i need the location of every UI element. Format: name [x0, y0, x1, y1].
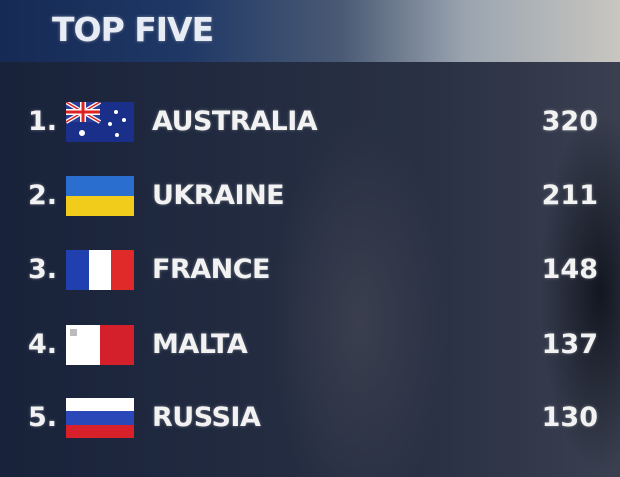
score: 148: [541, 254, 598, 285]
score: 211: [541, 180, 598, 211]
score: 130: [541, 402, 598, 433]
table-row: 5. RUSSIA 130: [0, 396, 620, 440]
rank: 1.: [28, 106, 58, 137]
australia-flag-icon: [66, 102, 134, 142]
country-name: RUSSIA: [152, 402, 261, 433]
country-name: FRANCE: [152, 254, 271, 285]
score: 320: [541, 106, 598, 137]
rank: 3.: [28, 254, 58, 285]
table-row: 2. UKRAINE 211: [0, 174, 620, 218]
score: 137: [541, 329, 598, 360]
country-name: MALTA: [152, 329, 248, 360]
table-row: 1. AUSTRALIA 320: [0, 100, 620, 144]
scoreboard-title: TOP FIVE: [52, 10, 214, 49]
russia-flag-icon: [66, 398, 134, 438]
country-name: UKRAINE: [152, 180, 285, 211]
france-flag-icon: [66, 250, 134, 290]
malta-flag-icon: [66, 325, 134, 365]
table-row: 4. MALTA 137: [0, 323, 620, 367]
country-name: AUSTRALIA: [152, 106, 318, 137]
table-row: 3. FRANCE 148: [0, 248, 620, 292]
rank: 5.: [28, 402, 58, 433]
rank: 4.: [28, 329, 58, 360]
rank: 2.: [28, 180, 58, 211]
ukraine-flag-icon: [66, 176, 134, 216]
